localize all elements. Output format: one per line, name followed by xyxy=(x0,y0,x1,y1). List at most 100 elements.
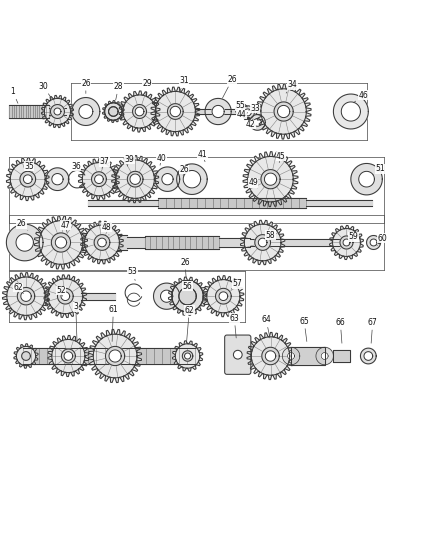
Text: 39: 39 xyxy=(125,155,134,166)
Polygon shape xyxy=(177,164,207,195)
Text: 33: 33 xyxy=(249,104,260,113)
Polygon shape xyxy=(153,283,180,309)
Text: 58: 58 xyxy=(266,231,276,241)
Polygon shape xyxy=(95,175,103,183)
Polygon shape xyxy=(316,348,333,365)
Polygon shape xyxy=(94,235,110,251)
Text: 44: 44 xyxy=(237,110,247,119)
Text: 42: 42 xyxy=(246,119,255,129)
Polygon shape xyxy=(109,107,118,116)
Polygon shape xyxy=(244,109,251,116)
Polygon shape xyxy=(135,107,144,116)
Text: 67: 67 xyxy=(368,318,378,343)
Polygon shape xyxy=(172,280,203,312)
Polygon shape xyxy=(184,353,191,359)
Polygon shape xyxy=(55,237,67,248)
Polygon shape xyxy=(219,292,228,301)
Polygon shape xyxy=(57,288,73,304)
Text: 29: 29 xyxy=(142,79,152,95)
Polygon shape xyxy=(255,235,271,251)
Polygon shape xyxy=(106,346,125,366)
Polygon shape xyxy=(158,198,306,208)
Text: 26: 26 xyxy=(179,165,189,176)
Text: 56: 56 xyxy=(183,281,192,290)
Polygon shape xyxy=(64,352,73,360)
Polygon shape xyxy=(247,333,294,379)
Polygon shape xyxy=(288,352,294,359)
Polygon shape xyxy=(51,233,71,252)
Polygon shape xyxy=(16,234,33,251)
Polygon shape xyxy=(112,156,159,203)
Polygon shape xyxy=(278,106,290,118)
Polygon shape xyxy=(10,104,49,118)
Polygon shape xyxy=(20,171,35,187)
Polygon shape xyxy=(250,115,265,130)
Text: 51: 51 xyxy=(373,164,385,175)
Text: 31: 31 xyxy=(179,76,189,92)
Text: 63: 63 xyxy=(230,313,239,338)
Polygon shape xyxy=(105,103,122,120)
Polygon shape xyxy=(79,104,93,118)
Polygon shape xyxy=(169,277,207,316)
Polygon shape xyxy=(183,171,201,188)
Polygon shape xyxy=(167,103,183,119)
Polygon shape xyxy=(265,351,276,361)
Polygon shape xyxy=(49,108,66,115)
Text: 40: 40 xyxy=(156,154,166,165)
Polygon shape xyxy=(329,225,364,260)
Text: 26: 26 xyxy=(223,75,237,98)
Polygon shape xyxy=(205,99,231,125)
Circle shape xyxy=(233,350,242,359)
Polygon shape xyxy=(332,350,350,362)
Polygon shape xyxy=(72,98,100,125)
Polygon shape xyxy=(179,287,196,305)
Text: 35: 35 xyxy=(24,161,34,171)
Polygon shape xyxy=(162,174,173,185)
Polygon shape xyxy=(46,168,69,190)
Text: 41: 41 xyxy=(198,150,207,161)
Polygon shape xyxy=(61,349,75,363)
Polygon shape xyxy=(109,350,121,362)
Polygon shape xyxy=(98,238,106,247)
Text: 48: 48 xyxy=(102,223,111,235)
Polygon shape xyxy=(195,109,237,114)
Polygon shape xyxy=(88,200,158,206)
Polygon shape xyxy=(306,200,372,206)
Polygon shape xyxy=(3,272,49,320)
Polygon shape xyxy=(109,107,118,116)
Text: 60: 60 xyxy=(377,233,388,246)
Polygon shape xyxy=(127,237,145,248)
Polygon shape xyxy=(133,104,147,118)
Polygon shape xyxy=(173,341,203,371)
Polygon shape xyxy=(370,239,377,246)
Polygon shape xyxy=(88,329,141,383)
Polygon shape xyxy=(219,238,250,247)
Text: 45: 45 xyxy=(276,152,286,163)
Polygon shape xyxy=(151,87,200,136)
Polygon shape xyxy=(7,158,49,200)
Text: 28: 28 xyxy=(114,82,124,100)
Polygon shape xyxy=(50,104,64,118)
Polygon shape xyxy=(258,238,267,247)
Polygon shape xyxy=(274,102,293,121)
Text: 53: 53 xyxy=(127,267,138,280)
Polygon shape xyxy=(44,275,87,318)
Polygon shape xyxy=(321,352,328,359)
Polygon shape xyxy=(23,175,32,183)
Text: 62: 62 xyxy=(13,283,23,294)
Polygon shape xyxy=(14,344,38,368)
Polygon shape xyxy=(21,352,30,360)
Polygon shape xyxy=(22,348,195,364)
Polygon shape xyxy=(182,351,193,361)
Polygon shape xyxy=(41,95,74,127)
Polygon shape xyxy=(92,172,106,187)
Polygon shape xyxy=(333,94,368,129)
Text: 1: 1 xyxy=(11,87,18,103)
Text: 57: 57 xyxy=(231,279,242,289)
Polygon shape xyxy=(78,159,120,200)
Polygon shape xyxy=(21,291,31,302)
Polygon shape xyxy=(256,84,311,139)
Text: 36: 36 xyxy=(71,161,81,171)
Polygon shape xyxy=(52,174,63,185)
Polygon shape xyxy=(102,101,124,123)
